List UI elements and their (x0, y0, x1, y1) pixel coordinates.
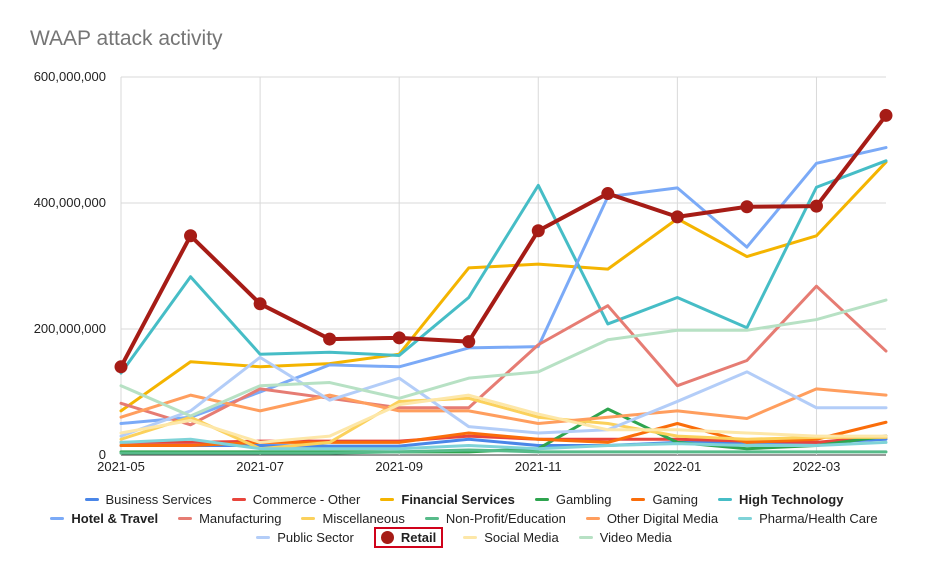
legend-label: Non-Profit/Education (445, 511, 566, 526)
point-retail (531, 224, 545, 238)
series-line-high-technology (119, 159, 888, 375)
y-tick-label: 0 (99, 447, 106, 462)
x-tick-label: 2021-11 (515, 459, 562, 474)
legend-item-business-services[interactable]: Business Services (84, 492, 212, 507)
axis-labels: 0 200,000,000 400,000,000 600,000,000 2021-0… (34, 69, 841, 474)
legend-swatch (231, 498, 246, 501)
legend-item-miscellaneous[interactable]: Miscellaneous (301, 511, 405, 526)
legend-swatch (380, 531, 394, 544)
series-line-other-digital-media (119, 387, 888, 425)
legend-row: Hotel & Travel Manufacturing Miscellaneous… (0, 511, 928, 526)
point-retail (323, 332, 337, 346)
point-retail (879, 108, 893, 122)
series-line-pharma-health-care (119, 437, 888, 451)
legend-swatch (578, 536, 593, 539)
series-line-public-sector (119, 355, 888, 438)
legend-label: High Technology (739, 492, 844, 507)
legend-swatch (738, 517, 753, 520)
point-retail (253, 297, 267, 311)
legend-label: Social Media (484, 530, 559, 545)
x-tick-label: 2021-05 (97, 459, 145, 474)
legend-item-non-profit-education[interactable]: Non-Profit/Education (424, 511, 566, 526)
legend-swatch (424, 517, 439, 520)
legend-swatch (178, 517, 193, 520)
legend-label: Miscellaneous (322, 511, 405, 526)
point-retail (601, 187, 615, 201)
legend-swatch (84, 498, 99, 501)
legend-swatch (463, 536, 478, 539)
legend-item-public-sector[interactable]: Public Sector (256, 530, 354, 545)
gridlines (120, 76, 886, 456)
series-line-miscellaneous (119, 396, 888, 451)
series-markers (114, 108, 893, 374)
legend-item-financial-services[interactable]: Financial Services (380, 492, 515, 507)
legend-item-pharma-health-care[interactable]: Pharma/Health Care (738, 511, 878, 526)
line-chart: 0 200,000,000 400,000,000 600,000,000 2021-0… (34, 69, 893, 474)
legend-item-manufacturing[interactable]: Manufacturing (178, 511, 281, 526)
point-retail (670, 210, 684, 224)
legend-swatch (631, 498, 646, 501)
legend-label: Financial Services (401, 492, 515, 507)
legend-item-video-media[interactable]: Video Media (578, 530, 672, 545)
legend-row: Public Sector Retail Social Media Video Med… (0, 527, 928, 548)
y-tick-label: 400,000,000 (34, 195, 106, 210)
legend-item-social-media[interactable]: Social Media (463, 530, 559, 545)
legend-item-other-digital-media[interactable]: Other Digital Media (585, 511, 719, 526)
series-lines (119, 113, 888, 455)
series-line-social-media (119, 393, 888, 444)
legend-swatch (256, 536, 271, 539)
legend-label: Manufacturing (199, 511, 282, 526)
legend-swatch (718, 498, 732, 501)
chart-title: WAAP attack activity (30, 27, 223, 50)
legend-swatch (50, 517, 65, 520)
legend-item-gaming[interactable]: Gaming (631, 492, 698, 507)
legend-swatch (534, 498, 549, 501)
legend-label: Video Media (599, 530, 672, 545)
point-retail (462, 335, 476, 349)
legend-label: Business Services (105, 492, 212, 507)
legend-swatch (585, 517, 600, 520)
legend-item-gambling[interactable]: Gambling (534, 492, 612, 507)
x-tick-label: 2021-09 (375, 459, 423, 474)
legend-label: Gambling (555, 492, 612, 507)
legend-label: Other Digital Media (606, 511, 719, 526)
series-line-retail (119, 113, 888, 369)
series-line-video-media (119, 298, 888, 418)
point-retail (114, 360, 128, 374)
series-line-non-profit-education (119, 448, 888, 455)
point-retail (392, 331, 406, 345)
x-tick-label: 2022-03 (793, 459, 841, 474)
legend-label: Pharma/Health Care (759, 511, 878, 526)
point-retail (809, 199, 823, 213)
legend-swatch (301, 517, 316, 520)
y-tick-label: 600,000,000 (34, 69, 106, 84)
legend-label: Public Sector (277, 530, 354, 545)
legend-label: Retail (400, 530, 437, 545)
legend-item-hotel-travel[interactable]: Hotel & Travel (50, 511, 158, 526)
legend-label: Hotel & Travel (71, 511, 159, 526)
legend-row: Business Services Commerce - Other Financi… (0, 492, 928, 507)
point-retail (740, 200, 754, 214)
legend-item-commerce-other[interactable]: Commerce - Other (231, 492, 361, 507)
y-tick-label: 200,000,000 (34, 321, 106, 336)
legend-item-retail[interactable]: Retail (373, 527, 444, 548)
legend-label: Commerce - Other (252, 492, 361, 507)
x-tick-label: 2021-07 (236, 459, 284, 474)
legend-swatch (380, 498, 395, 501)
point-retail (184, 229, 198, 243)
legend-item-high-technology[interactable]: High Technology (718, 492, 843, 507)
x-tick-label: 2022-01 (654, 459, 702, 474)
legend-label: Gaming (652, 492, 698, 507)
